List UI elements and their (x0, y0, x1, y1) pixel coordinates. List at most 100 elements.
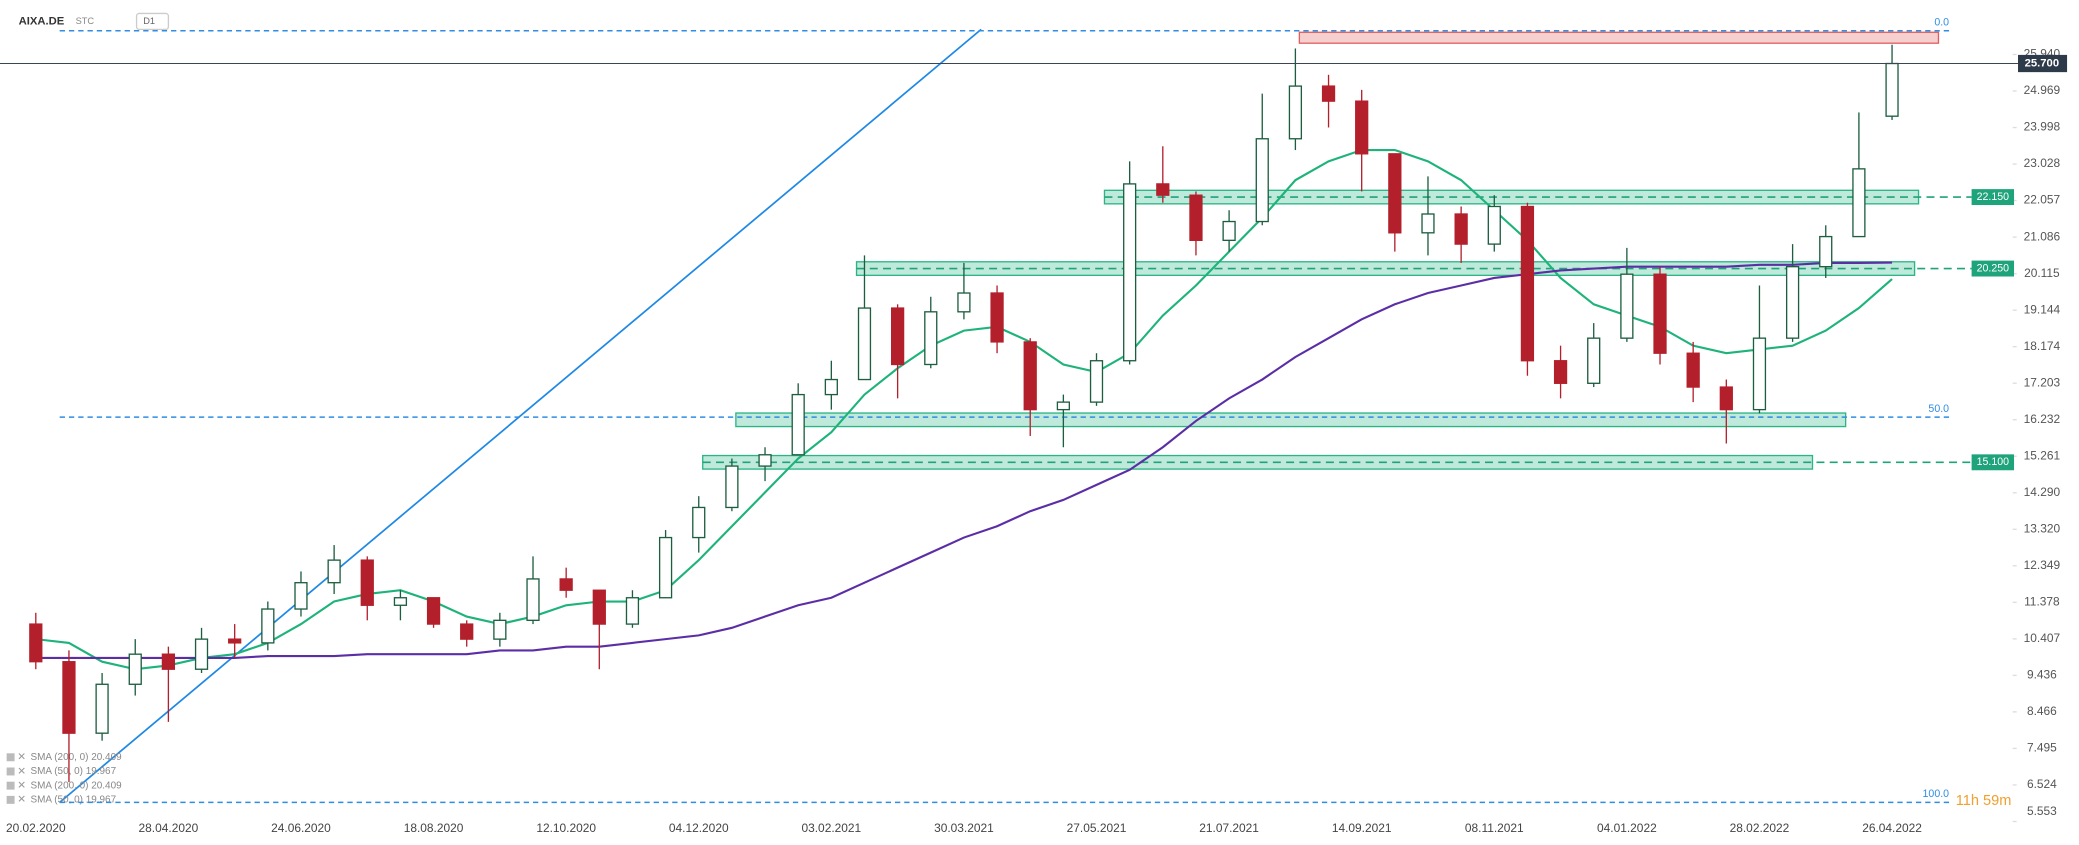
candle-body (791, 393, 805, 456)
x-tick-label: 21.07.2021 (1199, 821, 1259, 835)
candle-body (924, 311, 938, 366)
x-tick-label: 14.09.2021 (1332, 821, 1392, 835)
candle-body (891, 307, 905, 366)
zone (855, 261, 1916, 276)
y-tick-label: 6.524 (2027, 777, 2057, 791)
candle-body (625, 597, 640, 625)
y-tick-label: 14.290 (2024, 485, 2061, 499)
y-tick-label: 24.969 (2024, 83, 2061, 97)
candle-body (1222, 220, 1236, 242)
candle-body (1388, 153, 1402, 234)
candle-body (294, 582, 308, 610)
interval[interactable]: D1 (143, 16, 155, 26)
candle-body (1421, 213, 1435, 234)
candle-body (990, 292, 1004, 343)
legend-entry: SMA (50, 0) 19.967 (30, 766, 116, 777)
legend-icon (6, 767, 15, 776)
y-tick-label: 17.203 (2024, 375, 2061, 389)
legend-close: ✕ (17, 794, 26, 806)
candle-body (1819, 235, 1833, 268)
y-tick-label: 7.495 (2027, 741, 2057, 755)
y-tick-label: 19.144 (2024, 302, 2061, 316)
candle-body (1620, 273, 1634, 339)
candle-body (128, 653, 142, 685)
x-tick-label: 12.10.2020 (536, 821, 596, 835)
sma-line (35, 148, 1893, 671)
candle-body (1752, 337, 1767, 411)
candle-body (62, 661, 76, 734)
sma-line (35, 261, 1893, 660)
candle-body (95, 683, 109, 734)
mode[interactable]: STC (76, 16, 95, 26)
y-tick-label: 9.436 (2027, 668, 2057, 682)
y-tick-label: 23.998 (2024, 120, 2061, 134)
y-tick-label: 15.261 (2024, 448, 2061, 462)
candle-body (1852, 168, 1866, 238)
level-tag (1971, 454, 2015, 471)
y-tick-label: 13.320 (2024, 521, 2061, 535)
candle-body (824, 378, 838, 396)
candle-body (1023, 341, 1037, 411)
y-tick-label: 5.553 (2027, 804, 2057, 818)
current-price-tag (2018, 54, 2068, 73)
x-tick-label: 28.04.2020 (139, 821, 199, 835)
y-tick-label: 12.349 (2024, 558, 2061, 572)
legend: ✕ SMA (200, 0) 20.409 ✕ SMA (50, 0) 19.967 ✕… (6, 751, 122, 806)
candle-body (194, 638, 209, 670)
legend-icon (6, 795, 15, 804)
candle-body (360, 559, 374, 606)
x-tick-label: 26.04.2022 (1862, 821, 1922, 835)
candle-body (1686, 352, 1700, 388)
candle-body (1587, 337, 1601, 384)
fib-label: 50.0 (1928, 403, 1949, 415)
level-tag-label: 15.100 (1977, 456, 2010, 468)
candle-body (393, 597, 408, 606)
candle-body (1487, 205, 1501, 245)
candle-body (526, 578, 540, 621)
candle-body (1355, 100, 1369, 155)
candle-body (1123, 183, 1137, 362)
candle-body (725, 465, 739, 509)
legend-close: ✕ (17, 751, 26, 763)
candle-body (857, 307, 872, 381)
x-tick-label: 18.08.2020 (404, 821, 464, 835)
y-tick-label: 16.232 (2024, 412, 2061, 426)
zone (1298, 31, 1940, 44)
candle-body (658, 536, 673, 599)
x-tick-label: 08.11.2021 (1465, 821, 1524, 835)
candle-body (1553, 360, 1568, 384)
x-tick-label: 24.06.2020 (271, 821, 331, 835)
candle-body (1653, 273, 1667, 354)
candle-body (161, 653, 176, 670)
legend-entry: SMA (50, 0) 19.967 (30, 794, 116, 805)
fib-label: 100.0 (1923, 788, 1950, 800)
candle-body (426, 597, 441, 625)
candle-body (1255, 138, 1269, 223)
candle-body (559, 578, 573, 591)
candle-body (1288, 85, 1303, 140)
candle-body (592, 589, 606, 625)
y-tick-label: 21.086 (2024, 229, 2061, 243)
candle-body (1785, 266, 1800, 339)
candle-body (460, 623, 474, 640)
x-tick-label: 04.01.2022 (1597, 821, 1657, 835)
y-tick-label: 8.466 (2027, 704, 2057, 718)
interval-button[interactable] (135, 12, 170, 31)
y-tick-label: 23.028 (2024, 156, 2061, 170)
candle-body (1885, 62, 1899, 117)
candle-body (261, 608, 275, 644)
candle-body (1156, 183, 1170, 196)
trend-line (59, 28, 982, 804)
x-tick-label: 04.12.2020 (669, 821, 729, 835)
x-tick-label: 03.02.2021 (801, 821, 861, 835)
candle-body (228, 638, 242, 644)
symbol: AIXA.DE (19, 15, 65, 27)
y-tick-label: 18.174 (2024, 339, 2061, 353)
legend-close: ✕ (17, 765, 26, 777)
legend-entry: SMA (200, 0) 20.409 (30, 780, 122, 791)
level-tag (1971, 189, 2015, 206)
x-tick-label: 20.02.2020 (6, 821, 66, 835)
y-tick-label: 10.407 (2024, 631, 2061, 645)
candle-body (1719, 386, 1733, 411)
